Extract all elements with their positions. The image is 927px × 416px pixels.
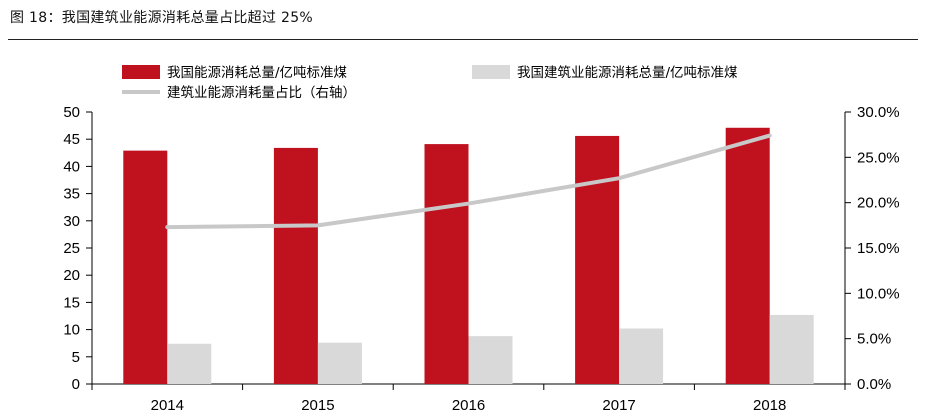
bar-construction-energy <box>769 314 814 384</box>
right-y-axis-ticks: 0.0% 5.0% 10.0% 15.0% 20.0% 25.0% 30.0% <box>845 104 900 393</box>
left-y-tick-label: 10 <box>63 322 80 339</box>
left-y-tick-label: 20 <box>63 267 80 284</box>
right-y-tick-label: 0.0% <box>857 376 891 393</box>
right-y-tick-label: 15.0% <box>857 240 900 257</box>
left-y-tick-label: 25 <box>63 240 80 257</box>
left-y-tick-label: 30 <box>63 213 80 230</box>
bar-construction-energy <box>619 328 664 384</box>
right-y-tick-label: 10.0% <box>857 285 900 302</box>
left-y-tick-label: 45 <box>63 131 80 148</box>
x-tick-label: 2016 <box>452 397 485 414</box>
left-y-tick-label: 35 <box>63 186 80 203</box>
x-tick-label: 2018 <box>753 397 786 414</box>
legend-label-share-line: 建筑业能源消耗量占比（右轴） <box>167 85 356 101</box>
right-y-tick-label: 5.0% <box>857 331 891 348</box>
right-y-tick-label: 20.0% <box>857 195 900 212</box>
bar-construction-energy <box>167 343 212 384</box>
line-series <box>165 133 772 230</box>
bar-construction-energy <box>317 342 362 384</box>
left-y-tick-label: 15 <box>63 294 80 311</box>
x-tick-label: 2014 <box>151 397 184 414</box>
bar-total-energy <box>123 150 168 384</box>
legend-label-total-energy: 我国能源消耗总量/亿吨标准煤 <box>167 65 348 81</box>
left-y-tick-label: 0 <box>72 376 80 393</box>
right-y-tick-label: 30.0% <box>857 104 900 121</box>
bar-marks <box>123 127 814 384</box>
bar-construction-energy <box>468 336 513 384</box>
x-axis-ticks: 2014 2015 2016 2017 2018 <box>91 384 846 414</box>
left-y-tick-label: 50 <box>63 104 80 121</box>
figure-title: 图 18：我国建筑业能源消耗总量占比超过 25% <box>10 10 314 26</box>
left-y-tick-label: 5 <box>72 349 80 366</box>
left-y-tick-label: 40 <box>63 158 80 175</box>
legend-label-construction-energy: 我国建筑业能源消耗总量/亿吨标准煤 <box>517 65 738 81</box>
bar-total-energy <box>424 144 469 384</box>
bar-total-energy <box>725 127 770 384</box>
x-tick-label: 2017 <box>602 397 635 414</box>
bar-total-energy <box>273 147 318 384</box>
left-y-axis-ticks: 0 5 10 15 20 25 30 35 40 45 50 <box>63 104 92 393</box>
title-divider <box>8 39 918 40</box>
legend-swatch-total-energy <box>122 65 160 79</box>
x-tick-label: 2015 <box>301 397 334 414</box>
legend: 我国能源消耗总量/亿吨标准煤 我国建筑业能源消耗总量/亿吨标准煤 建筑业能源消耗… <box>122 65 738 101</box>
right-y-tick-label: 25.0% <box>857 149 900 166</box>
bar-total-energy <box>575 135 620 384</box>
legend-swatch-construction-energy <box>472 65 510 79</box>
